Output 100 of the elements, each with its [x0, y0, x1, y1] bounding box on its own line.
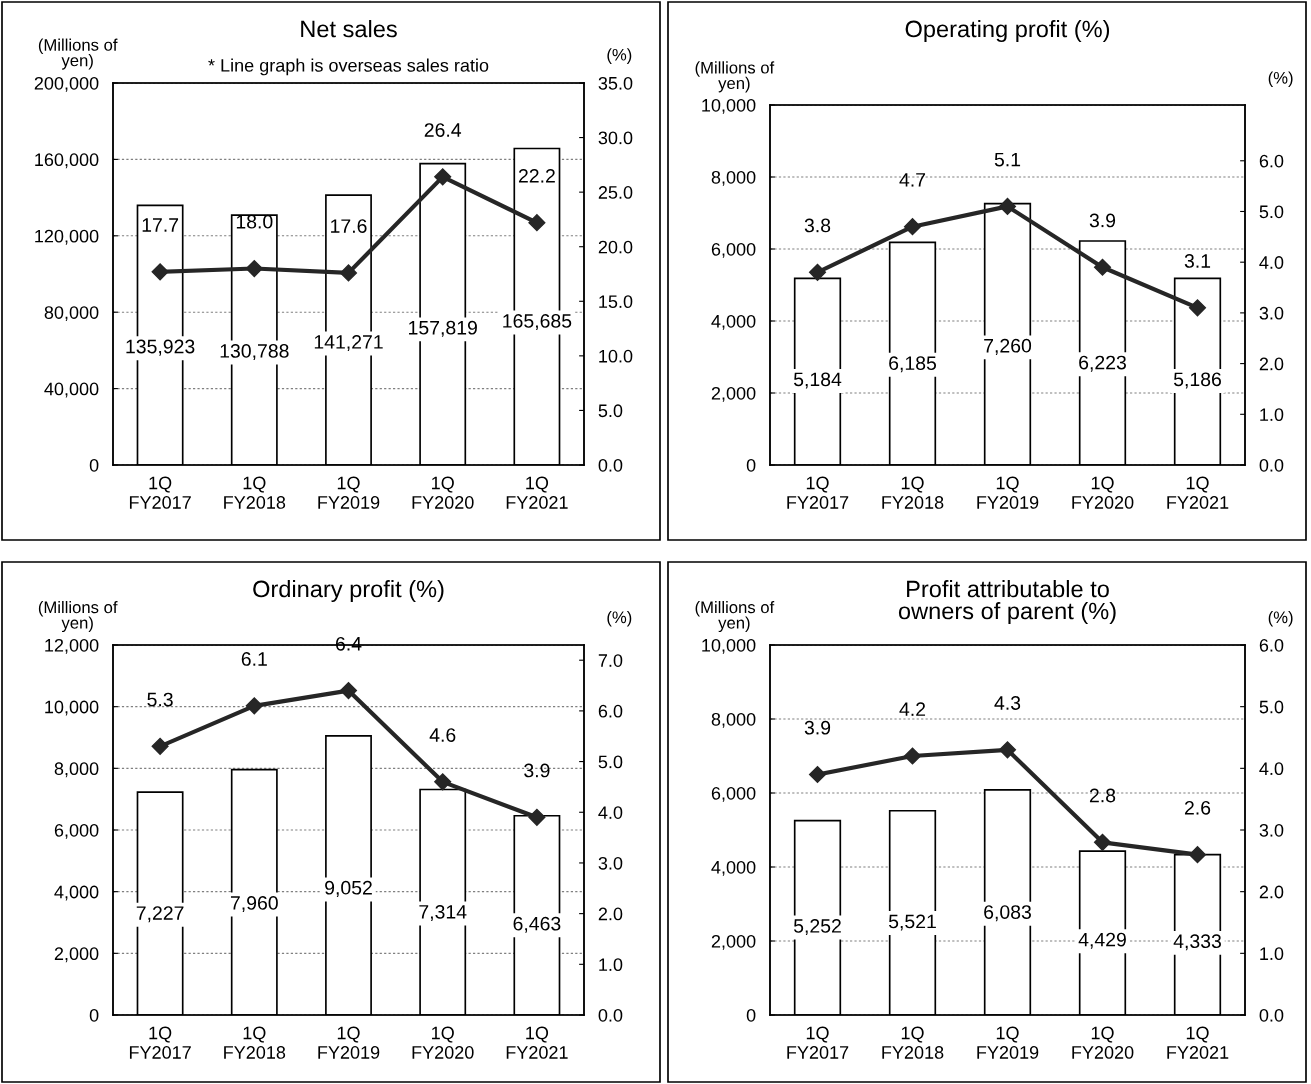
x-tick-label: 1Q FY2017 [787, 1026, 849, 1059]
y-axis-title: (Millions of yen) [695, 600, 775, 633]
point [1093, 258, 1112, 276]
point [903, 218, 922, 236]
y2-tick-label: 0.0 [598, 458, 623, 472]
point [903, 747, 922, 765]
data-label: 4.7 [899, 173, 926, 187]
x-tick-label: 1Q FY2017 [129, 476, 191, 509]
y2-axis-title: (%) [607, 48, 632, 64]
y-tick-label: 10,000 [45, 700, 99, 716]
y2-tick-label: 10.0 [599, 349, 633, 363]
data-label: 6,185 [889, 356, 937, 373]
data-label: 3.9 [524, 763, 550, 778]
y2-tick-label: 6.0 [1259, 154, 1284, 168]
data-label: 5,252 [793, 919, 841, 936]
y2-tick-label: 2.0 [1259, 357, 1284, 371]
data-label: 4.2 [899, 702, 926, 716]
y-tick-label: 8,000 [711, 170, 756, 186]
data-label: 4,429 [1078, 932, 1126, 949]
y2-tick-label: 4.0 [1259, 256, 1284, 269]
data-label: 7,227 [136, 906, 184, 923]
y-tick-label: 200,000 [34, 76, 99, 92]
x-tick-label: 1Q FY2021 [506, 476, 568, 509]
x-tick-label: 1Q FY2020 [412, 1026, 474, 1059]
y-tick-label: 6,000 [711, 242, 756, 258]
y-tick-label: 120,000 [35, 229, 99, 245]
y-tick-label: 6,000 [711, 786, 756, 802]
y-tick-label: 12,000 [45, 638, 99, 654]
point [1188, 846, 1207, 864]
data-label: 6.1 [241, 652, 267, 666]
point [528, 214, 546, 232]
y2-tick-label: 20.0 [598, 240, 633, 254]
y2-tick-label: 2.0 [1259, 885, 1284, 899]
y2-axis-title: (%) [1268, 71, 1293, 87]
data-label: 17.7 [142, 218, 179, 232]
data-label: 157,819 [409, 320, 477, 337]
y2-axis-title: (%) [1268, 610, 1293, 627]
data-label: 5,521 [888, 914, 936, 931]
data-label: 7,314 [419, 904, 467, 922]
y2-tick-label: 3.0 [1259, 823, 1284, 837]
x-tick-label: 1Q FY2020 [412, 476, 474, 509]
x-tick-label: 1Q FY2019 [977, 1026, 1039, 1059]
y2-tick-label: 1.0 [1260, 947, 1284, 961]
x-tick-label: 1Q FY2018 [882, 1026, 944, 1059]
x-tick-label: 1Q FY2017 [787, 476, 849, 509]
y-axis-title: (Millions of yen) [695, 61, 775, 93]
data-label: 3.9 [804, 720, 831, 735]
data-label: 7,260 [984, 338, 1032, 355]
point [808, 263, 827, 281]
data-label: 2.8 [1089, 788, 1116, 803]
y-tick-label: 8,000 [54, 762, 99, 778]
data-label: 5.1 [994, 152, 1021, 167]
data-label: 6,223 [1079, 355, 1126, 372]
y-tick-label: 2,000 [54, 947, 99, 963]
x-tick-label: 1Q FY2019 [977, 476, 1039, 509]
data-label: 165,685 [503, 314, 572, 331]
x-tick-label: 1Q FY2020 [1072, 1026, 1134, 1059]
data-label: 26.4 [424, 123, 462, 137]
chart-title: Profit attributable to owners of parent (%) [898, 580, 1116, 625]
data-label: 130,788 [220, 344, 289, 361]
chart-subtitle: * Line graph is overseas sales ratio [208, 58, 489, 76]
y2-tick-label: 7.0 [598, 654, 623, 667]
y2-tick-label: 0.0 [598, 1008, 623, 1022]
y2-tick-label: 6.0 [1259, 638, 1284, 652]
y2-tick-label: 1.0 [1260, 408, 1284, 422]
chart-title: Net sales [301, 20, 397, 38]
y2-tick-label: 0.0 [1259, 1008, 1284, 1022]
data-label: 5.3 [147, 692, 173, 707]
y2-tick-label: 0.0 [1259, 458, 1284, 472]
y2-tick-label: 15.0 [599, 295, 633, 309]
x-tick-label: 1Q FY2017 [129, 1026, 191, 1059]
y-tick-label: 0 [746, 458, 756, 472]
x-tick-label: 1Q FY2018 [882, 476, 944, 509]
y-tick-label: 10,000 [702, 98, 756, 114]
y-tick-label: 4,000 [711, 860, 756, 876]
chart-title: Operating profit (%) [905, 20, 1110, 43]
data-label: 6,463 [513, 916, 561, 933]
x-tick-label: 1Q FY2020 [1072, 476, 1134, 509]
point [808, 765, 827, 784]
data-label: 17.6 [331, 219, 367, 233]
y-tick-label: 160,000 [35, 153, 99, 169]
data-label: 7,960 [230, 896, 278, 913]
point [151, 737, 169, 755]
x-tick-label: 1Q FY2021 [1167, 1026, 1229, 1059]
y2-axis-title: (%) [607, 610, 632, 627]
y2-tick-label: 4.0 [1259, 762, 1284, 776]
y2-tick-label: 3.0 [1259, 306, 1284, 320]
data-label: 6,083 [984, 905, 1031, 922]
point [339, 682, 358, 700]
y-tick-label: 2,000 [711, 386, 756, 402]
y2-tick-label: 6.0 [598, 704, 623, 718]
y-tick-label: 6,000 [54, 823, 99, 839]
point [245, 259, 263, 278]
x-tick-label: 1Q FY2019 [318, 1026, 380, 1059]
y2-tick-label: 35.0 [598, 76, 633, 90]
point [339, 264, 358, 282]
data-label: 141,271 [314, 335, 383, 352]
data-label: 3.9 [1089, 213, 1116, 228]
y-tick-label: 0 [746, 1008, 756, 1022]
x-tick-label: 1Q FY2019 [318, 476, 380, 509]
